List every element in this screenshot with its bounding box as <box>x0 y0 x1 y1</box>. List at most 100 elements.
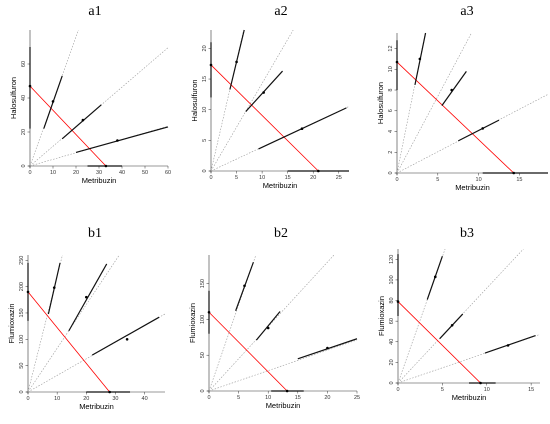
y-tick-label: 60 <box>21 61 27 67</box>
panel-label: b1 <box>88 226 102 241</box>
panel-label: a2 <box>274 4 287 19</box>
x-axis-title: Metribuzin <box>455 183 490 192</box>
x-tick-label: 0 <box>26 396 29 402</box>
panel-label: a1 <box>88 4 101 19</box>
y-tick-label: 100 <box>389 275 395 284</box>
panel-label: b3 <box>460 226 474 241</box>
x-tick-label: 30 <box>112 396 118 402</box>
isobole-line <box>396 61 514 174</box>
ray-point-1 <box>51 100 55 103</box>
x-tick-label: 0 <box>209 175 212 181</box>
panel-a1: a1 0 10 20 30 40 50 60 0 20 40 60 Metribuzin Halosulf… <box>9 4 171 185</box>
isobole-line <box>210 64 319 172</box>
y-tick-label: 40 <box>21 95 27 101</box>
y-tick-label: 15 <box>202 76 208 82</box>
x-tick-label: 0 <box>207 395 210 401</box>
isobole-line <box>27 291 110 393</box>
x-tick-label: 60 <box>165 170 171 176</box>
x-tick-label: 40 <box>119 170 125 176</box>
y-tick-label: 10 <box>388 66 394 72</box>
isobole-line <box>208 311 288 392</box>
y-intercept-point <box>26 290 30 294</box>
y-axis-title: Flumioxazin <box>7 303 16 343</box>
ray-point-2 <box>266 326 270 330</box>
panel-a2: a2 0 5 10 15 20 25 0 5 10 15 20 Metribuzin Halosulfur… <box>190 4 349 190</box>
ray-ci-2 <box>68 263 108 332</box>
y-tick-label: 50 <box>200 352 206 358</box>
panel-b2: b2 0 5 10 15 20 25 0 50 100 150 Metribuzin Flumioxaz… <box>188 226 360 410</box>
y-intercept-point <box>207 310 211 314</box>
ray-line-3 <box>398 334 540 383</box>
y-tick-label: 120 <box>389 255 395 264</box>
y-tick-label: 2 <box>388 151 394 154</box>
x-tick-label: 0 <box>396 387 399 393</box>
x-tick-label: 10 <box>476 177 482 183</box>
x-tick-label: 5 <box>441 387 444 393</box>
x-axis-title: Metribuzin <box>79 402 114 411</box>
x-tick-label: 20 <box>324 395 330 401</box>
y-tick-label: 0 <box>19 390 25 393</box>
panel-label: b2 <box>274 226 288 241</box>
y-tick-label: 0 <box>202 169 208 172</box>
y-axis-title: Halosulfuron <box>376 82 385 124</box>
ray-ci-3 <box>75 126 169 153</box>
x-tick-label: 5 <box>237 395 240 401</box>
ray-point-2 <box>262 91 265 94</box>
y-tick-label: 0 <box>200 389 206 392</box>
x-tick-label: 5 <box>235 175 238 181</box>
x-intercept-point <box>285 389 289 393</box>
isobole-line <box>29 85 107 167</box>
ray-point-2 <box>81 118 85 122</box>
ray-point-1 <box>418 57 422 61</box>
y-axis-title: Flumioxazin <box>188 303 197 343</box>
x-axis-title: Metribuzin <box>452 393 487 402</box>
y-tick-label: 0 <box>389 381 395 384</box>
x-tick-label: 10 <box>54 396 60 402</box>
x-intercept-point <box>108 390 111 394</box>
x-tick-label: 0 <box>395 177 398 183</box>
ray-point-3 <box>506 344 510 347</box>
ray-ci-2 <box>441 71 467 106</box>
x-intercept-point <box>317 169 320 173</box>
x-axis-title: Metribuzin <box>263 181 298 190</box>
ray-point-1 <box>243 284 246 288</box>
x-tick-label: 40 <box>142 396 148 402</box>
ray-ci-2 <box>255 311 281 341</box>
ray-point-3 <box>125 338 129 341</box>
ray-point-2 <box>450 323 454 327</box>
y-axis-title: Halosulfuron <box>190 79 199 121</box>
ray-ci-2 <box>439 313 464 340</box>
panel-label: a3 <box>460 4 473 19</box>
ray-ci-1 <box>229 29 245 90</box>
ray-ci-3 <box>91 316 160 356</box>
y-tick-label: 20 <box>389 359 395 365</box>
y-intercept-point <box>396 300 400 303</box>
x-tick-label: 0 <box>28 170 31 176</box>
x-tick-label: 10 <box>484 387 490 393</box>
x-tick-label: 10 <box>265 395 271 401</box>
ray-line-2 <box>397 33 472 173</box>
y-intercept-point <box>209 63 213 67</box>
x-tick-label: 15 <box>516 177 522 183</box>
y-intercept-point <box>395 60 399 64</box>
x-tick-label: 10 <box>50 170 56 176</box>
y-tick-label: 0 <box>388 171 394 174</box>
x-intercept-point <box>479 381 482 385</box>
y-tick-label: 4 <box>388 130 394 133</box>
y-tick-label: 250 <box>19 256 25 265</box>
y-tick-label: 150 <box>19 308 25 317</box>
panel-b1: b1 0 10 20 30 40 0 50 100 150 200 250 Metribuzin Flum… <box>7 226 165 411</box>
ray-ci-3 <box>457 119 500 142</box>
ray-point-3 <box>300 127 304 130</box>
y-tick-label: 40 <box>389 339 395 345</box>
x-intercept-point <box>104 164 108 168</box>
y-tick-label: 20 <box>21 129 27 135</box>
y-tick-label: 5 <box>202 139 208 142</box>
x-intercept-point <box>512 171 516 175</box>
y-tick-label: 6 <box>388 109 394 112</box>
ray-ci-3 <box>484 335 536 354</box>
ray-line-2 <box>398 249 524 383</box>
ray-line-2 <box>211 30 294 171</box>
ray-point-3 <box>481 127 485 130</box>
